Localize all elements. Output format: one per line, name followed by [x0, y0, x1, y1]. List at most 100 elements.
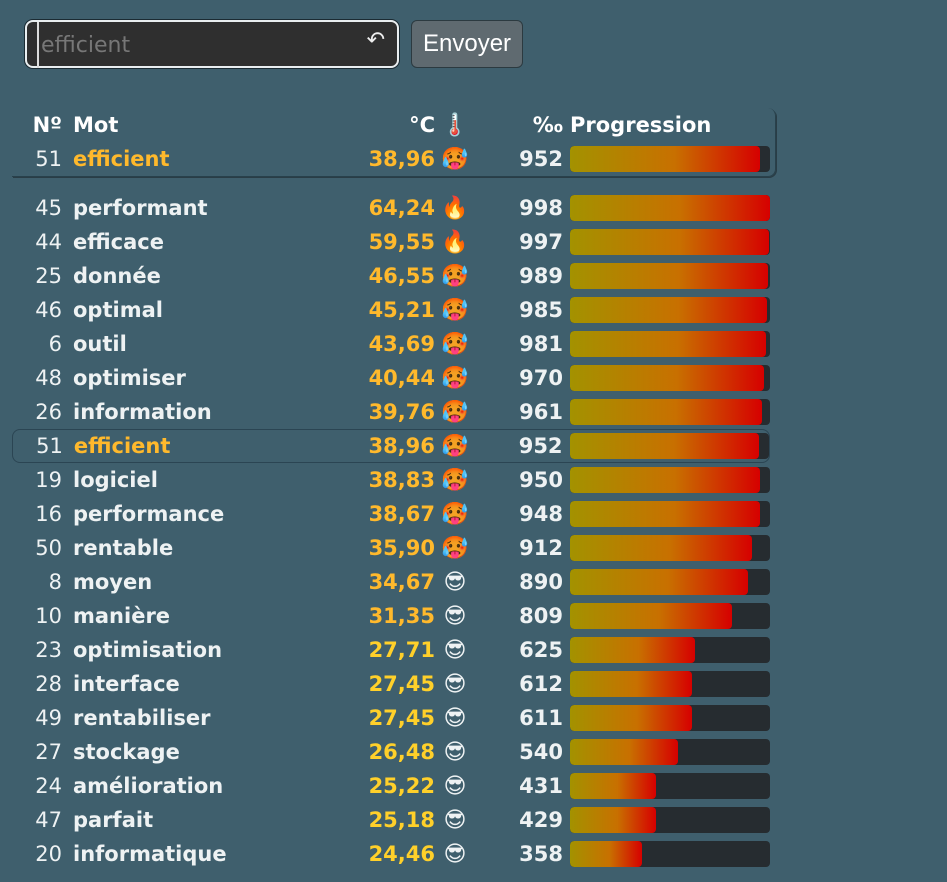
- progress-bar: [570, 365, 770, 391]
- progress-bar: [569, 433, 769, 459]
- table-row: 26 information 39,76 🥵 961: [12, 395, 782, 429]
- send-button[interactable]: Envoyer: [411, 20, 524, 68]
- progress-fill: [570, 841, 642, 867]
- guess-word: rentabiliser: [73, 706, 211, 730]
- table-row: 27 stockage 26,48 😎 540: [12, 735, 782, 769]
- guess-temperature: 64,24: [368, 196, 435, 220]
- progress-fill: [570, 501, 760, 527]
- hot-face-icon: 🥵: [441, 146, 469, 172]
- guess-permil: 612: [519, 672, 563, 696]
- guess-number: 51: [36, 434, 63, 458]
- guess-permil: 431: [519, 774, 563, 798]
- table-row: 44 efficace 59,55 🔥 997: [12, 225, 782, 259]
- guess-number: 44: [35, 230, 62, 254]
- progress-bar: [570, 467, 770, 493]
- progress-bar: [570, 399, 770, 425]
- progress-bar: [570, 637, 770, 663]
- guess-permil: 997: [519, 230, 563, 254]
- guess-temperature: 25,22: [368, 774, 435, 798]
- progress-fill: [570, 773, 657, 799]
- guess-word: amélioration: [73, 774, 224, 798]
- guess-temperature: 24,46: [368, 842, 435, 866]
- table-header: Nº Mot °C 🌡️ ‰ Progression: [12, 108, 775, 142]
- header-num: Nº: [32, 113, 62, 137]
- guess-number: 6: [48, 332, 62, 356]
- guess-temperature: 39,76: [368, 400, 435, 424]
- guess-temperature: 38,83: [368, 468, 435, 492]
- guess-permil: 970: [519, 366, 563, 390]
- table-row: 28 interface 27,45 😎 612: [12, 667, 782, 701]
- header-word: Mot: [73, 113, 119, 137]
- progress-bar: [570, 146, 770, 172]
- guess-word: performance: [73, 502, 225, 526]
- guess-number: 49: [35, 706, 62, 730]
- guess-temperature: 40,44: [368, 366, 435, 390]
- guess-number: 51: [35, 147, 62, 171]
- guess-temperature: 26,48: [368, 740, 435, 764]
- fire-icon: 🔥: [441, 229, 469, 255]
- guess-permil: 890: [519, 570, 563, 594]
- hot-face-icon: 🥵: [441, 297, 469, 323]
- progress-bar: [570, 195, 770, 221]
- sunglasses-face-icon: 😎: [443, 705, 467, 731]
- guess-word: logiciel: [73, 468, 158, 492]
- guess-temperature: 43,69: [368, 332, 435, 356]
- guess-number: 27: [35, 740, 62, 764]
- guess-temperature: 27,45: [368, 672, 435, 696]
- guess-temperature: 25,18: [368, 808, 435, 832]
- progress-bar: [570, 569, 770, 595]
- progress-fill: [570, 739, 678, 765]
- progress-bar: [570, 297, 770, 323]
- guess-temperature: 27,71: [368, 638, 435, 662]
- guess-input-wrapper: ↶: [25, 20, 399, 68]
- guess-temperature: 45,21: [368, 298, 435, 322]
- table-row: 10 manière 31,35 😎 809: [12, 599, 782, 633]
- guess-permil: 625: [519, 638, 563, 662]
- table-row: 24 amélioration 25,22 😎 431: [12, 769, 782, 803]
- guess-temperature: 35,90: [368, 536, 435, 560]
- progress-fill: [570, 331, 767, 357]
- progress-fill: [570, 297, 767, 323]
- guess-word: moyen: [73, 570, 153, 594]
- guess-number: 20: [35, 842, 62, 866]
- progress-bar: [570, 331, 770, 357]
- guess-temperature: 46,55: [368, 264, 435, 288]
- table-row: 46 optimal 45,21 🥵 985: [12, 293, 782, 327]
- sunglasses-face-icon: 😎: [443, 671, 467, 697]
- guess-temperature: 59,55: [368, 230, 435, 254]
- hot-face-icon: 🥵: [441, 433, 469, 459]
- guess-number: 19: [35, 468, 62, 492]
- progress-fill: [570, 569, 748, 595]
- guess-input[interactable]: [37, 22, 363, 68]
- guess-number: 8: [48, 570, 62, 594]
- guess-permil: 912: [519, 536, 563, 560]
- progress-fill: [570, 195, 770, 221]
- guess-permil: 985: [519, 298, 563, 322]
- guess-number: 25: [35, 264, 62, 288]
- last-guess-row: 51 efficient 38,96 🥵 952: [12, 142, 775, 176]
- hot-face-icon: 🥵: [441, 501, 469, 527]
- thermometer-icon: 🌡️: [441, 112, 469, 138]
- header-temp: °C: [409, 113, 435, 137]
- sunglasses-face-icon: 😎: [443, 637, 467, 663]
- guess-word: optimiser: [73, 366, 186, 390]
- guess-number: 24: [35, 774, 62, 798]
- guess-word: manière: [73, 604, 171, 628]
- guess-temperature: 38,96: [368, 434, 435, 458]
- progress-bar: [570, 841, 770, 867]
- guess-word: outil: [73, 332, 127, 356]
- header-group: Nº Mot °C 🌡️ ‰ Progression 51 efficient …: [12, 108, 776, 177]
- hot-face-icon: 🥵: [441, 263, 469, 289]
- progress-bar: [570, 739, 770, 765]
- fire-icon: 🔥: [441, 195, 469, 221]
- table-row: 51 efficient 38,96 🥵 952: [12, 429, 770, 463]
- guess-word: information: [73, 400, 212, 424]
- hot-face-icon: 🥵: [441, 331, 469, 357]
- progress-fill: [570, 603, 732, 629]
- progress-bar: [570, 705, 770, 731]
- progress-bar: [570, 501, 770, 527]
- undo-icon[interactable]: ↶: [366, 28, 385, 53]
- guess-permil: 611: [519, 706, 563, 730]
- guess-number: 23: [35, 638, 62, 662]
- guess-permil: 950: [519, 468, 563, 492]
